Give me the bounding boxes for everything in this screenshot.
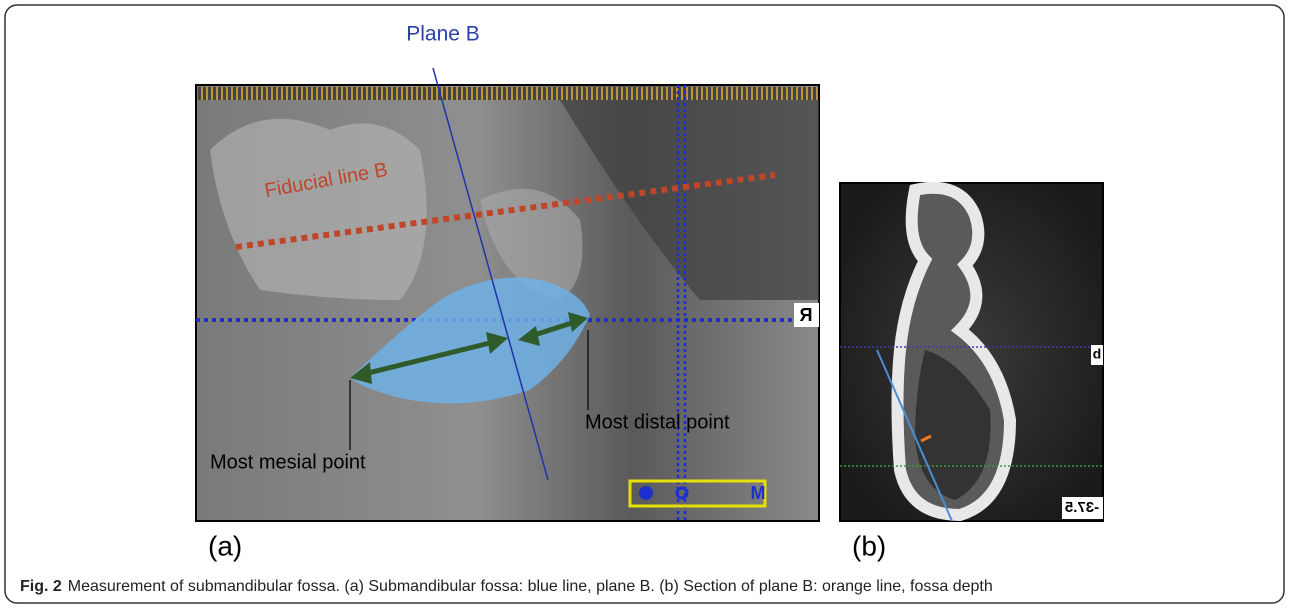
coordinate-label: -37.5: [1065, 499, 1099, 516]
ruler: [198, 87, 817, 100]
marker-label: M: [751, 483, 766, 503]
page: M R Plane B Fiducial line B Most distal …: [0, 0, 1290, 609]
caption-label: Fig. 2: [20, 578, 62, 595]
panel-caption: (b): [852, 530, 886, 561]
figure: M R Plane B Fiducial line B Most distal …: [0, 0, 1290, 609]
figure-caption: Fig. 2 Measurement of submandibular fossa…: [20, 578, 993, 595]
panel-caption: (a): [208, 530, 242, 561]
distal-label: Most distal point: [585, 411, 730, 433]
section-label: b: [1093, 346, 1102, 362]
marker-dot: [639, 486, 653, 500]
plane-label: Plane B: [406, 23, 480, 46]
orientation-label: R: [800, 305, 813, 325]
panel-a: M R Plane B Fiducial line B Most distal …: [196, 23, 819, 562]
caption-text: Measurement of submandibular fossa. (a) …: [68, 578, 993, 595]
panel-b: b -37.5 (b): [840, 183, 1103, 561]
mesial-label: Most mesial point: [210, 451, 366, 473]
